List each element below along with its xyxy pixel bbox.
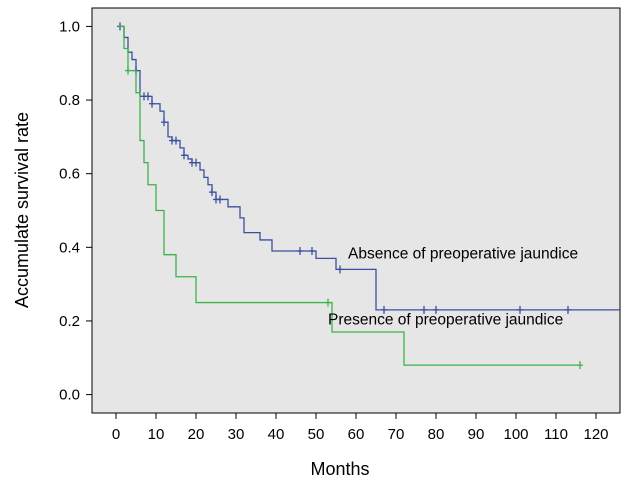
plot-area [91,7,621,414]
series-group [117,22,620,370]
x-tick-label: 110 [544,426,568,443]
x-tick-label: 90 [468,426,485,443]
x-tick-label: 40 [268,426,285,443]
x-tick-label: 80 [428,426,445,443]
x-tick-label: 30 [228,426,245,443]
x-tick-label: 60 [348,426,365,443]
y-axis-label: Accumulate survival rate [12,112,32,308]
axes: 0 10 20 30 40 50 60 70 80 90 100 110 120 0.0 0.2 0.4 0.6… [59,18,608,443]
labels-group: Absence of preoperative jaundice Presence… [328,245,578,328]
x-tick-label: 120 [583,426,608,443]
x-tick-label: 50 [308,426,325,443]
x-tick-label: 20 [188,426,205,443]
y-tick-label: 0.2 [59,313,80,330]
annotation-2: Presence of preoperative jaundice [328,312,563,329]
y-tick-label: 0.4 [59,239,80,256]
x-axis-label: Months [310,459,369,479]
x-tick-label: 0 [112,426,120,443]
y-tick-label: 0.8 [59,92,80,109]
y-tick-label: 0.6 [59,166,80,183]
x-tick-label: 70 [388,426,405,443]
y-tick-label: 1.0 [59,18,80,35]
annotation-1: Absence of preoperative jaundice [348,245,578,262]
y-tick-label: 0.0 [59,387,80,404]
x-tick-label: 100 [503,426,528,443]
x-tick-label: 10 [148,426,165,443]
